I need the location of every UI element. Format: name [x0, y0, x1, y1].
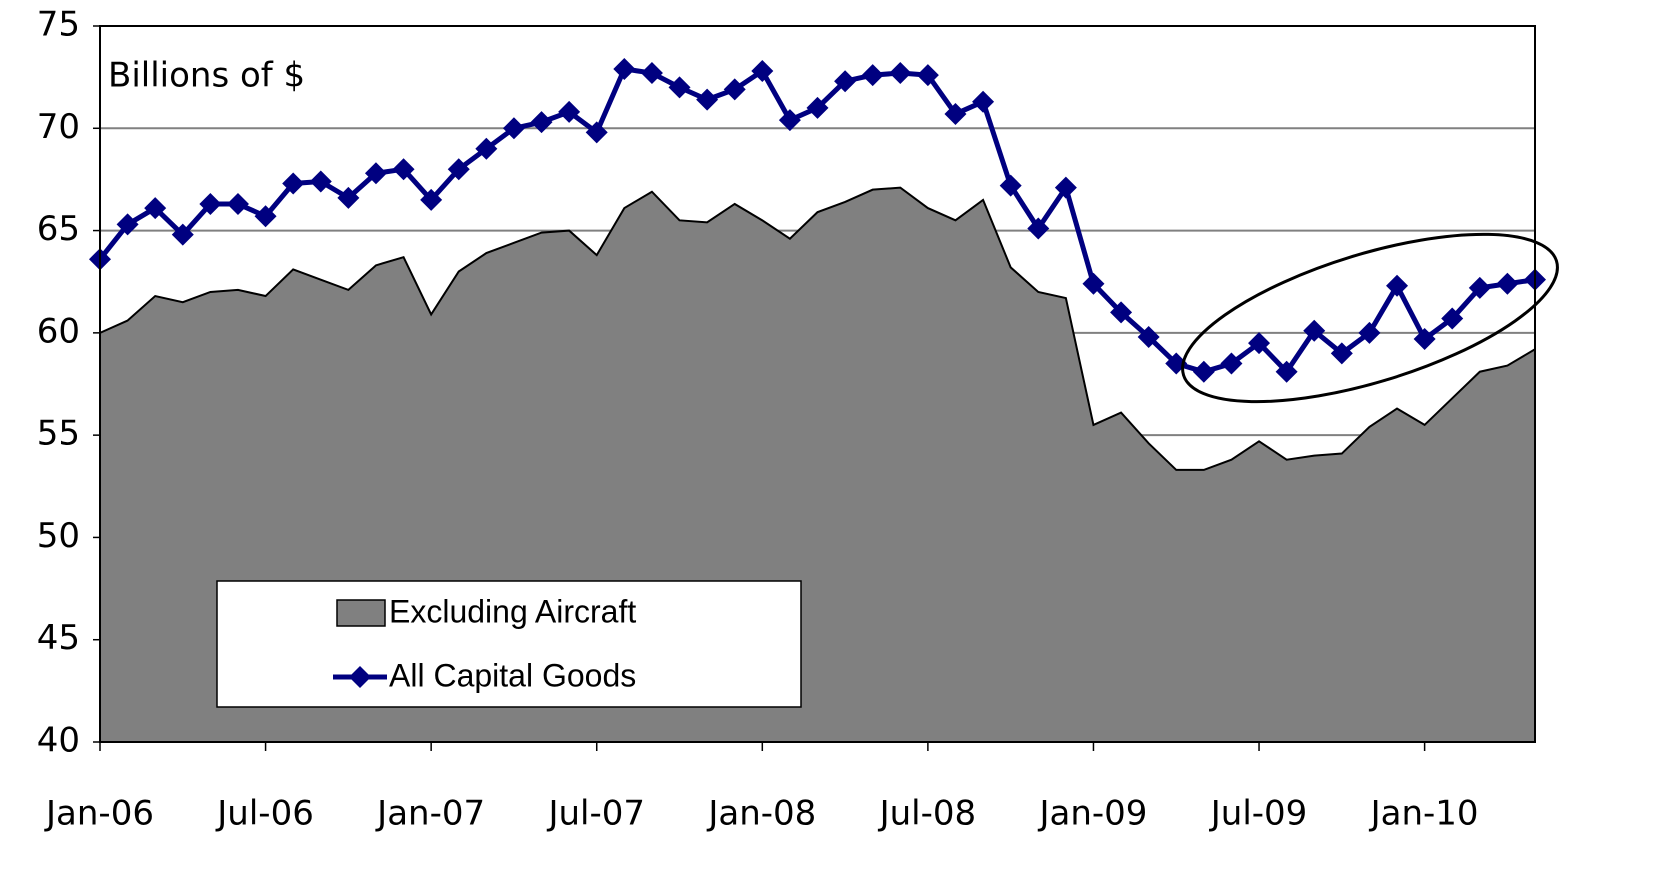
marker — [226, 192, 249, 215]
marker — [282, 172, 305, 195]
legend-swatch — [336, 599, 386, 627]
marker — [420, 188, 443, 211]
x-tick-label: Jul-07 — [546, 794, 645, 834]
marker — [475, 137, 498, 160]
marker — [1192, 360, 1215, 383]
marker — [1386, 274, 1409, 297]
marker — [916, 64, 939, 87]
marker — [392, 158, 415, 181]
plot-frame — [99, 25, 1536, 743]
highlight-ellipse — [1181, 232, 1559, 404]
x-tick-label: Jan-07 — [375, 794, 485, 834]
marker — [944, 102, 967, 125]
x-tick-label: Jul-08 — [878, 794, 977, 834]
marker — [972, 90, 995, 113]
marker — [889, 62, 912, 85]
marker — [696, 88, 719, 111]
marker — [1303, 319, 1326, 342]
marker — [199, 192, 222, 215]
x-tick-label: Jan-09 — [1037, 794, 1147, 834]
y-tick-label: 65 — [37, 209, 80, 249]
marker — [751, 60, 774, 83]
annotation: Billions of $ — [108, 56, 305, 96]
marker — [1220, 352, 1243, 375]
marker — [1082, 272, 1105, 295]
legend-marker — [349, 666, 371, 688]
marker — [144, 197, 167, 220]
marker — [806, 96, 829, 119]
y-tick-label: 50 — [37, 516, 80, 556]
marker — [1330, 342, 1353, 365]
marker — [1110, 301, 1133, 324]
legend-label: All Capital Goods — [389, 657, 636, 693]
marker — [254, 205, 277, 228]
x-tick-label: Jul-06 — [215, 794, 314, 834]
y-tick-label: 45 — [37, 618, 80, 658]
legend-label: Excluding Aircraft — [389, 593, 636, 629]
marker — [585, 121, 608, 144]
marker — [530, 111, 553, 134]
marker — [1468, 276, 1491, 299]
marker — [668, 76, 691, 99]
marker — [364, 162, 387, 185]
marker — [1248, 332, 1271, 355]
x-tick-label: Jan-06 — [44, 794, 154, 834]
marker — [999, 174, 1022, 197]
y-tick-label: 75 — [37, 5, 80, 45]
x-tick-label: Jan-10 — [1369, 794, 1479, 834]
marker — [723, 78, 746, 101]
marker — [778, 109, 801, 132]
x-tick-label: Jul-09 — [1209, 794, 1308, 834]
marker — [640, 62, 663, 85]
marker — [1413, 327, 1436, 350]
marker — [1054, 176, 1077, 199]
marker — [171, 223, 194, 246]
legend-box — [216, 580, 802, 708]
marker — [1275, 360, 1298, 383]
y-tick-label: 70 — [37, 107, 80, 147]
marker — [1358, 321, 1381, 344]
marker — [309, 170, 332, 193]
area-outline — [99, 186, 1536, 471]
marker — [1496, 272, 1519, 295]
marker — [861, 64, 884, 87]
y-tick-label: 40 — [37, 721, 80, 761]
marker — [558, 100, 581, 123]
x-tick-label: Jan-08 — [706, 794, 816, 834]
marker — [116, 213, 139, 236]
marker — [1137, 325, 1160, 348]
marker — [337, 186, 360, 209]
marker — [447, 158, 470, 181]
marker — [834, 70, 857, 93]
legend: Excluding Aircraft All Capital Goods — [216, 580, 802, 708]
marker — [1441, 307, 1464, 330]
marker — [502, 117, 525, 140]
marker — [613, 57, 636, 80]
marker — [1027, 217, 1050, 240]
y-tick-label: 60 — [37, 311, 80, 351]
y-tick-label: 55 — [37, 414, 80, 454]
